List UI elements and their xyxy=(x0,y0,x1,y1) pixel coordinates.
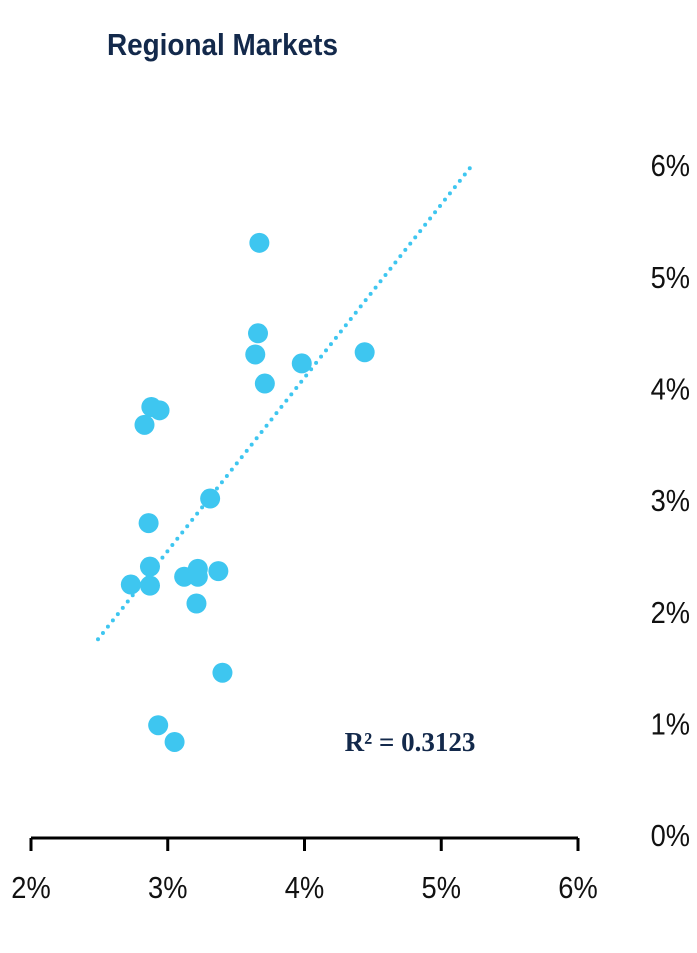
point xyxy=(254,373,275,394)
point xyxy=(245,344,266,365)
x-tick-label: 5% xyxy=(422,872,461,906)
point xyxy=(139,556,160,577)
y-tick-label: 5% xyxy=(651,261,690,295)
point xyxy=(291,353,312,374)
y-tick-label: 3% xyxy=(651,485,690,519)
point xyxy=(200,488,221,509)
y-tick-label: 0% xyxy=(651,820,690,854)
x-tick-label: 4% xyxy=(285,872,324,906)
y-tick-label: 6% xyxy=(651,150,690,184)
r-squared-annotation: R² = 0.3123 xyxy=(345,727,476,757)
point xyxy=(164,731,185,752)
y-tick-label: 2% xyxy=(651,596,690,630)
point xyxy=(138,513,159,534)
x-tick-label: 2% xyxy=(11,872,50,906)
point xyxy=(354,342,375,363)
x-tick-label: 3% xyxy=(148,872,187,906)
point xyxy=(187,566,208,587)
point xyxy=(186,593,207,614)
point xyxy=(212,662,233,683)
point xyxy=(134,414,155,435)
x-tick-label: 6% xyxy=(558,872,597,906)
point xyxy=(248,323,269,344)
point xyxy=(139,575,160,596)
point xyxy=(249,232,270,253)
y-tick-label: 4% xyxy=(651,373,690,407)
y-tick-label: 1% xyxy=(651,708,690,742)
chart-title: Regional Markets xyxy=(107,28,338,63)
point xyxy=(148,715,169,736)
point xyxy=(149,400,170,421)
point xyxy=(208,561,229,582)
point xyxy=(120,574,141,595)
